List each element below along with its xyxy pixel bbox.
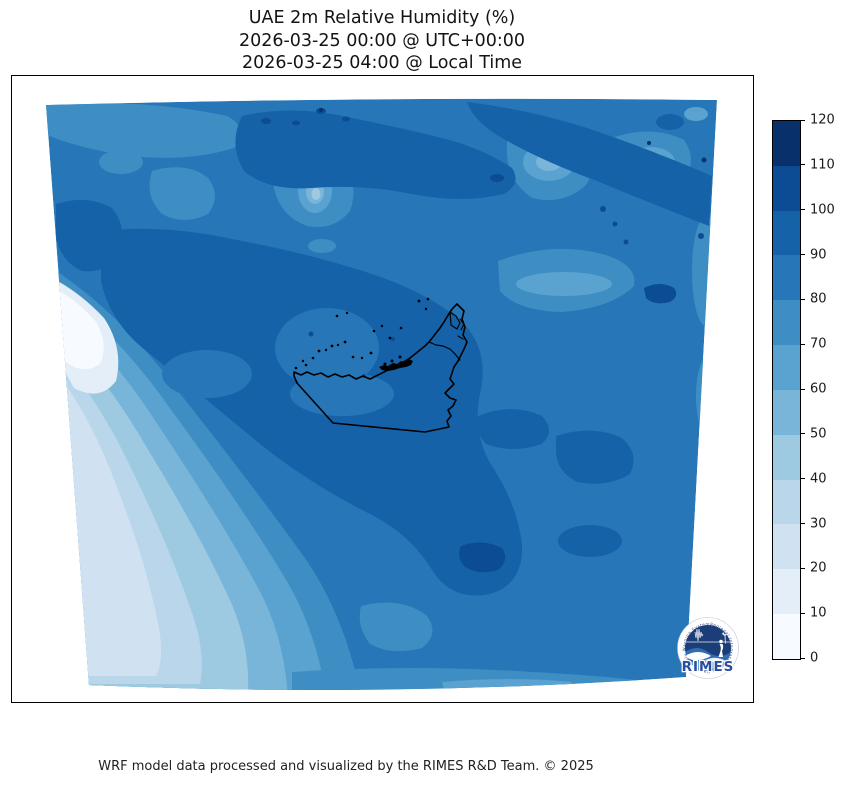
logo-wordmark: RIMES — [682, 659, 735, 675]
colorbar-tick — [801, 478, 805, 480]
colorbar — [772, 120, 801, 660]
chart-title: UAE 2m Relative Humidity (%) — [248, 8, 516, 28]
colorbar-tick-label: 90 — [810, 247, 827, 262]
rimes-logo: Regional Integrated Multi-Hazard Early W… — [677, 617, 739, 679]
colorbar-tick-label: 80 — [810, 291, 827, 307]
colorbar-tick — [801, 567, 805, 569]
colorbar-block — [773, 121, 800, 166]
colorbar-tick-label: 110 — [810, 157, 835, 173]
colorbar-block — [773, 345, 800, 390]
colorbar-tick-label: 120 — [810, 112, 835, 128]
humidity-contour-map: Regional Integrated Multi-Hazard Early W… — [46, 98, 739, 690]
map-plot-frame: Regional Integrated Multi-Hazard Early W… — [11, 75, 754, 703]
colorbar-tick-label: 40 — [810, 471, 827, 487]
colorbar-tick-label: 20 — [810, 560, 827, 576]
colorbar-tick-label: 70 — [810, 336, 827, 352]
colorbar-tick — [801, 254, 805, 255]
uae-border — [293, 303, 468, 433]
colorbar-block — [773, 165, 800, 211]
colorbar-tick — [801, 209, 805, 211]
colorbar-tick — [801, 388, 805, 390]
colorbar-block — [773, 300, 800, 346]
colorbar-tick — [801, 343, 805, 345]
colorbar-block — [773, 434, 800, 480]
colorbar-tick-label: 0 — [810, 650, 819, 666]
colorbar-block — [773, 614, 800, 659]
chart-subtitle-local: 2026-03-25 04:00 @ Local Time — [241, 53, 523, 73]
colorbar-tick — [801, 119, 805, 121]
colorbar-tick — [801, 164, 805, 166]
colorbar-tick-label: 10 — [810, 605, 827, 621]
contour-field — [46, 98, 717, 690]
coastal-cluster — [379, 359, 413, 371]
colorbar-tick — [801, 298, 805, 300]
colorbar-ticks: 0 10 20 30 40 50 60 70 80 90 100 110 120 — [801, 113, 844, 666]
logo-artwork — [685, 628, 731, 671]
colorbar-block — [773, 255, 800, 301]
footer-credit: WRF model data processed and visualized … — [98, 759, 594, 774]
colorbar-block — [773, 210, 800, 256]
chart-title-block: UAE 2m Relative Humidity (%) 2026-03-25 … — [11, 7, 753, 75]
colorbar-tick-label: 100 — [810, 202, 835, 218]
colorbar-block — [773, 569, 800, 615]
island-dots — [294, 297, 430, 370]
colorbar-block — [773, 524, 800, 570]
colorbar-block — [773, 479, 800, 525]
colorbar-tick-label: 30 — [810, 516, 827, 531]
colorbar-tick — [801, 612, 805, 614]
colorbar-tick — [801, 657, 805, 659]
colorbar-tick — [801, 523, 805, 524]
colorbar-tick-label: 50 — [810, 426, 827, 442]
colorbar-tick — [801, 433, 805, 435]
colorbar-block — [773, 389, 800, 435]
colorbar-tick-label: 60 — [810, 381, 827, 397]
chart-subtitle-utc: 2026-03-25 00:00 @ UTC+00:00 — [238, 30, 526, 51]
